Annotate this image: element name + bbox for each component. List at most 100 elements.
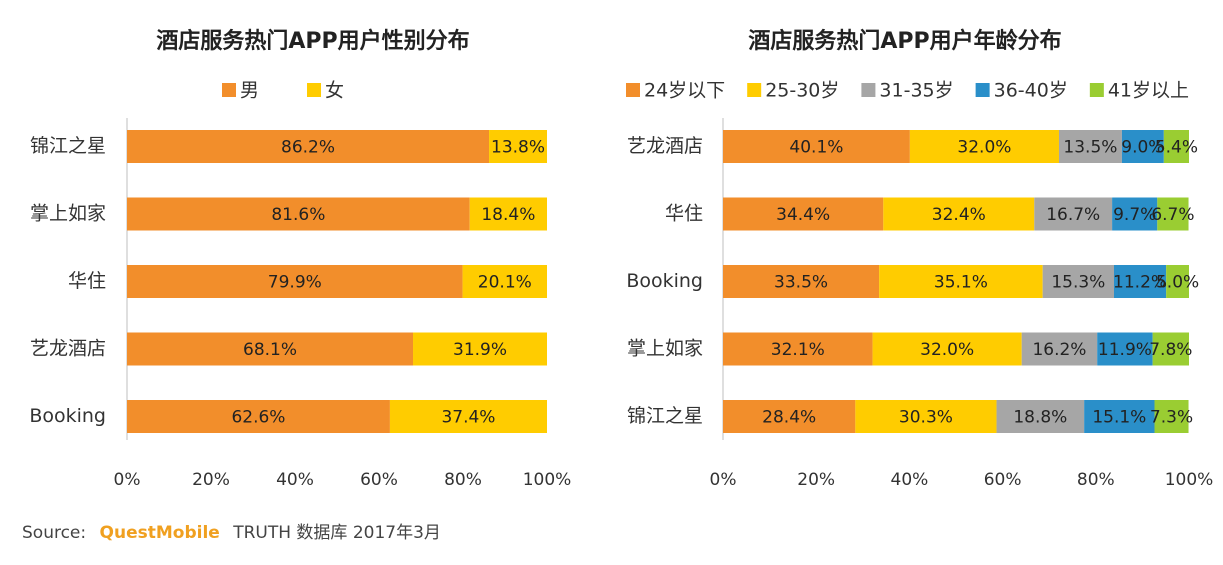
chart2-bar-24-2 (723, 265, 880, 298)
chart2-bar-41-4 (1154, 400, 1189, 433)
chart2-data-label-36-40-1: 9.7% (1113, 205, 1156, 225)
chart1-legend-label-1: 女 (325, 80, 344, 102)
chart1-tick-1: 20% (192, 470, 230, 490)
chart2-data-label-24-4: 28.4% (762, 408, 816, 428)
chart1-data-label-1-0: 13.8% (491, 138, 545, 158)
chart1-category-label-2: 华住 (68, 270, 106, 292)
source-detail: TRUTH 数据库 2017年3月 (233, 523, 441, 543)
chart2-category-label-1: 华住 (665, 203, 703, 225)
chart2-data-label-25-30-3: 32.0% (920, 340, 974, 360)
chart2-data-label-41-1: 6.7% (1151, 205, 1194, 225)
chart1-tick-2: 40% (276, 470, 314, 490)
chart2-legend-swatch-25-30 (747, 83, 762, 97)
chart1-data-label-1-2: 20.1% (478, 273, 532, 293)
chart2-bar-36-40-3 (1097, 332, 1153, 366)
brand-name: QuestMobile (99, 523, 220, 543)
source-note: Source: QuestMobile TRUTH 数据库 2017年3月 (22, 520, 441, 546)
chart2-bar-24-4 (723, 400, 856, 433)
chart2-data-label-24-3: 32.1% (771, 340, 825, 360)
chart2-data-label-41-2: 5.0% (1156, 273, 1199, 293)
chart1-tick-5: 100% (523, 470, 572, 490)
chart2-bar-31-35-3 (1021, 332, 1098, 366)
chart2-bar-31-35-2 (1042, 265, 1114, 298)
chart1-legend-label-0: 男 (240, 80, 259, 102)
chart2-category-label-2: Booking (626, 270, 703, 292)
chart1-data-label-1-4: 37.4% (441, 408, 495, 428)
chart1-data-label-0-3: 68.1% (243, 340, 297, 360)
chart2-bar-41-3 (1152, 332, 1189, 366)
chart2-bar-24-3 (723, 332, 873, 366)
chart2-bar-41-0 (1163, 130, 1189, 163)
chart2-bar-31-35-4 (996, 400, 1085, 433)
chart1-bar-0-1 (127, 197, 470, 231)
chart2-legend-label-36-40: 36-40岁 (994, 80, 1068, 102)
chart1-data-label-0-0: 86.2% (281, 138, 335, 158)
chart2-bar-36-40-0 (1121, 130, 1164, 163)
chart1-bar-1-1 (469, 197, 547, 231)
chart1-category-label-4: Booking (29, 405, 106, 427)
chart1-data-label-1-3: 31.9% (453, 340, 507, 360)
chart1-bar-1-0 (489, 130, 547, 163)
chart2-category-label-0: 艺龙酒店 (627, 135, 703, 157)
chart2-tick-4: 80% (1077, 470, 1115, 490)
chart2-data-label-25-30-2: 35.1% (934, 273, 988, 293)
chart1-legend-swatch-1 (307, 83, 322, 97)
chart2-legend-swatch-41 (1089, 83, 1104, 97)
chart2-category-label-3: 掌上如家 (627, 338, 703, 360)
chart2-bar-41-1 (1157, 197, 1189, 231)
chart2-data-label-41-4: 7.3% (1150, 408, 1193, 428)
source-label: Source: (22, 523, 87, 543)
chart2-bar-31-35-0 (1058, 130, 1122, 163)
chart1-bar-0-4 (127, 400, 390, 433)
chart2-bar-24-1 (723, 197, 884, 231)
chart1-title: 酒店服务热门APP用户性别分布 (156, 28, 469, 54)
chart2-tick-1: 20% (797, 470, 835, 490)
chart2-bar-41-2 (1166, 265, 1189, 298)
chart1-bar-1-4 (389, 400, 547, 433)
chart2-category-label-4: 锦江之星 (627, 405, 703, 427)
chart2-data-label-25-30-0: 32.0% (957, 138, 1011, 158)
chart2-legend-label-41: 41岁以上 (1108, 80, 1189, 102)
chart2-data-label-25-30-4: 30.3% (899, 408, 953, 428)
chart1-bar-1-2 (462, 265, 547, 298)
chart2-data-label-24-2: 33.5% (774, 273, 828, 293)
chart1-data-label-0-1: 81.6% (271, 205, 325, 225)
chart2-bar-25-30-0 (909, 130, 1059, 163)
chart2-legend-swatch-24 (626, 83, 640, 97)
chart2-legend-swatch-36-40 (975, 83, 990, 97)
chart2-data-label-31-35-3: 16.2% (1032, 340, 1086, 360)
chart2-data-label-25-30-1: 32.4% (932, 205, 986, 225)
chart2-data-label-36-40-0: 9.0% (1121, 138, 1164, 158)
chart1-data-label-0-4: 62.6% (231, 408, 285, 428)
chart2-tick-5: 100% (1165, 470, 1214, 490)
chart2-data-label-41-0: 5.4% (1155, 138, 1198, 158)
chart2-data-label-36-40-4: 15.1% (1092, 408, 1146, 428)
chart2-data-label-31-35-0: 13.5% (1063, 138, 1117, 158)
chart2-bar-25-30-4 (855, 400, 997, 433)
chart2-data-label-36-40-2: 11.2% (1113, 273, 1167, 293)
chart2-title: 酒店服务热门APP用户年龄分布 (748, 28, 1061, 54)
chart1-category-label-3: 艺龙酒店 (30, 338, 106, 360)
chart2-data-label-24-0: 40.1% (789, 138, 843, 158)
chart2-legend-label-25-30: 25-30岁 (765, 80, 839, 102)
chart2-tick-0: 0% (710, 470, 737, 490)
chart1-bar-1-3 (413, 332, 547, 366)
chart2-bar-25-30-3 (872, 332, 1022, 366)
chart2-bar-25-30-2 (879, 265, 1043, 298)
chart1-bar-0-0 (127, 130, 490, 163)
chart2-legend-swatch-31-35 (861, 83, 876, 97)
chart2-data-label-31-35-4: 18.8% (1013, 408, 1067, 428)
chart2-tick-2: 40% (891, 470, 929, 490)
chart1-bar-0-2 (127, 265, 463, 298)
chart2-bar-25-30-1 (883, 197, 1035, 231)
chart2-data-label-24-1: 34.4% (776, 205, 830, 225)
chart2-legend-label-24: 24岁以下 (644, 80, 725, 102)
chart2-bar-31-35-1 (1034, 197, 1113, 231)
chart2-bar-36-40-4 (1084, 400, 1155, 433)
chart2-data-label-31-35-1: 16.7% (1046, 205, 1100, 225)
chart2-bar-36-40-2 (1113, 265, 1167, 298)
chart2-tick-3: 60% (984, 470, 1022, 490)
chart1-tick-4: 80% (444, 470, 482, 490)
chart2-data-label-41-3: 7.8% (1149, 340, 1192, 360)
